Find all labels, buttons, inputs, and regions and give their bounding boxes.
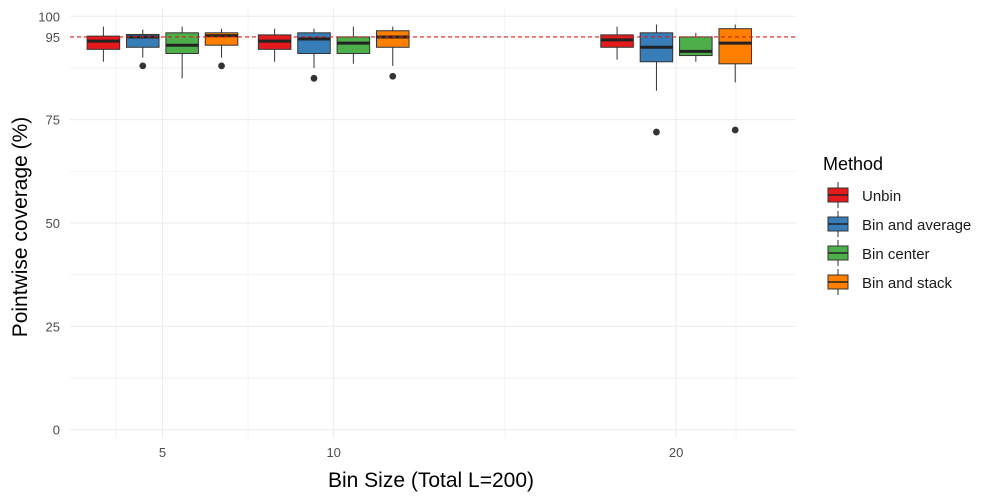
outlier-point (310, 74, 318, 82)
box-body (718, 28, 752, 65)
y-axis-ticks: 0 25 50 75 95 100 (38, 9, 60, 437)
box-bin-and-average (126, 29, 160, 70)
x-tick-label: 5 (159, 445, 166, 460)
y-tick-label: 75 (46, 113, 60, 128)
box-body (375, 30, 410, 48)
outlier-point (731, 126, 739, 134)
legend-item-unbin: Unbin (827, 182, 901, 208)
box-bin-and-stack (204, 28, 239, 70)
legend-item-bin-center: Bin center (827, 240, 930, 266)
box-body (86, 35, 121, 50)
box-unbin (257, 28, 292, 62)
outlier-point (139, 62, 147, 70)
box-body (336, 36, 371, 54)
major-gridlines (70, 8, 796, 438)
box-bin-and-average (639, 24, 674, 136)
box-bin-and-stack (718, 24, 752, 134)
outlier-point (653, 128, 660, 136)
legend-item-bin-and-average: Bin and average (827, 211, 971, 237)
legend-item-bin-and-stack: Bin and stack (827, 269, 953, 295)
legend: Method Unbin Bin and average Bin center Bin… (823, 154, 971, 295)
box-body (297, 32, 331, 54)
box-unbin (86, 26, 121, 62)
legend-label: Bin and stack (862, 275, 953, 292)
x-tick-label: 20 (669, 445, 683, 460)
box-bin-center (336, 26, 371, 64)
y-tick-label: 0 (53, 423, 60, 438)
plot-panel (70, 8, 796, 438)
x-axis-title: Bin Size (Total L=200) (328, 469, 534, 492)
box-body (165, 32, 199, 54)
outlier-point (389, 72, 397, 80)
y-tick-label: 25 (46, 319, 60, 334)
box-unbin (600, 26, 634, 60)
outlier-point (218, 62, 225, 70)
box-bin-center (165, 26, 199, 79)
y-tick-label: 95 (46, 30, 60, 45)
legend-label: Bin center (862, 246, 930, 263)
x-tick-label: 10 (326, 445, 340, 460)
legend-title: Method (823, 154, 883, 174)
boxplot-marks (86, 24, 752, 136)
legend-label: Bin and average (862, 217, 971, 234)
legend-label: Unbin (862, 188, 901, 205)
x-axis-ticks: 5 10 20 (159, 445, 684, 460)
box-bin-and-average (297, 28, 331, 82)
y-axis-title: Pointwise coverage (%) (9, 117, 32, 338)
y-tick-label: 100 (38, 9, 60, 24)
y-tick-label: 50 (46, 216, 60, 231)
box-bin-and-stack (375, 26, 410, 80)
